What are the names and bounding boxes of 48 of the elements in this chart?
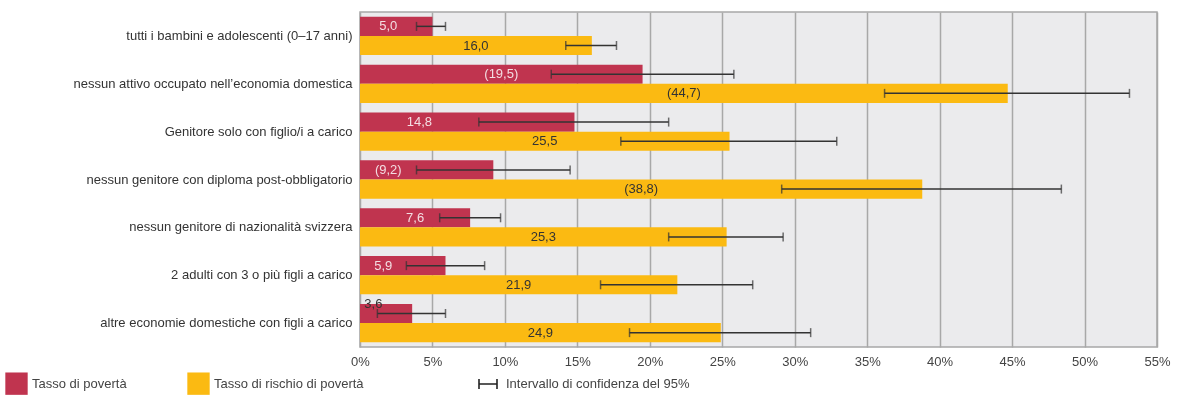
y-tick-label: tutti i bambini e adolescenti (0–17 anni) xyxy=(126,27,353,43)
bar xyxy=(360,323,721,343)
bar xyxy=(360,275,678,295)
x-tick-label: 55% xyxy=(1144,353,1171,369)
y-tick-label: altre economie domestiche con figli a carico xyxy=(100,315,353,331)
x-tick-label: 30% xyxy=(782,353,809,369)
bar xyxy=(360,64,643,84)
x-tick-label: 10% xyxy=(492,353,519,369)
data-label: 7,6 xyxy=(406,209,425,225)
data-label: 5,0 xyxy=(379,18,398,34)
data-label: 16,0 xyxy=(463,37,489,53)
data-label: (19,5) xyxy=(484,66,519,82)
x-tick-label: 35% xyxy=(854,353,882,369)
text: Intervallo di confidenza del 95% xyxy=(506,376,690,391)
x-tick-label: 15% xyxy=(564,353,592,369)
legend-label: Tasso di rischio di povertà xyxy=(214,375,365,391)
bar xyxy=(360,16,433,36)
y-tick-label: nessun genitore con diploma post-obbligatorio xyxy=(86,171,353,187)
x-tick-label: 45% xyxy=(999,353,1027,369)
y-tick-label: Genitore solo con figlio/i a carico xyxy=(164,123,353,139)
legend-label: Tasso di povertà xyxy=(32,375,128,391)
y-tick-label: nessun attivo occupato nell’economia domestica xyxy=(73,75,354,91)
data-label: 24,9 xyxy=(527,324,554,340)
data-label: 5,9 xyxy=(374,257,393,273)
x-tick-label: 50% xyxy=(1072,353,1099,369)
bar xyxy=(360,112,575,132)
bar xyxy=(360,131,730,151)
data-label: (38,8) xyxy=(624,181,659,197)
bar xyxy=(360,256,446,276)
x-tick-label: 5% xyxy=(423,353,443,369)
x-tick-label: 0% xyxy=(351,353,371,369)
data-label: (9,2) xyxy=(374,161,402,177)
y-tick-label: nessun genitore di nazionalità svizzera xyxy=(129,219,354,235)
bar xyxy=(360,160,494,180)
bar xyxy=(360,208,471,228)
bar xyxy=(360,83,1008,103)
bar xyxy=(360,35,592,56)
bar xyxy=(360,227,727,247)
y-tick-label: 2 adulti con 3 o più figli a carico xyxy=(171,267,353,283)
data-label: 21,9 xyxy=(506,276,532,292)
data-label: 25,5 xyxy=(532,133,558,149)
data-label: 14,8 xyxy=(406,114,433,130)
x-tick-label: 25% xyxy=(709,353,737,369)
data-label: 25,3 xyxy=(530,228,556,244)
x-tick-label: 40% xyxy=(927,353,954,369)
data-label: (44,7) xyxy=(666,85,701,101)
bar xyxy=(360,179,923,199)
x-tick-label: 20% xyxy=(637,353,664,369)
